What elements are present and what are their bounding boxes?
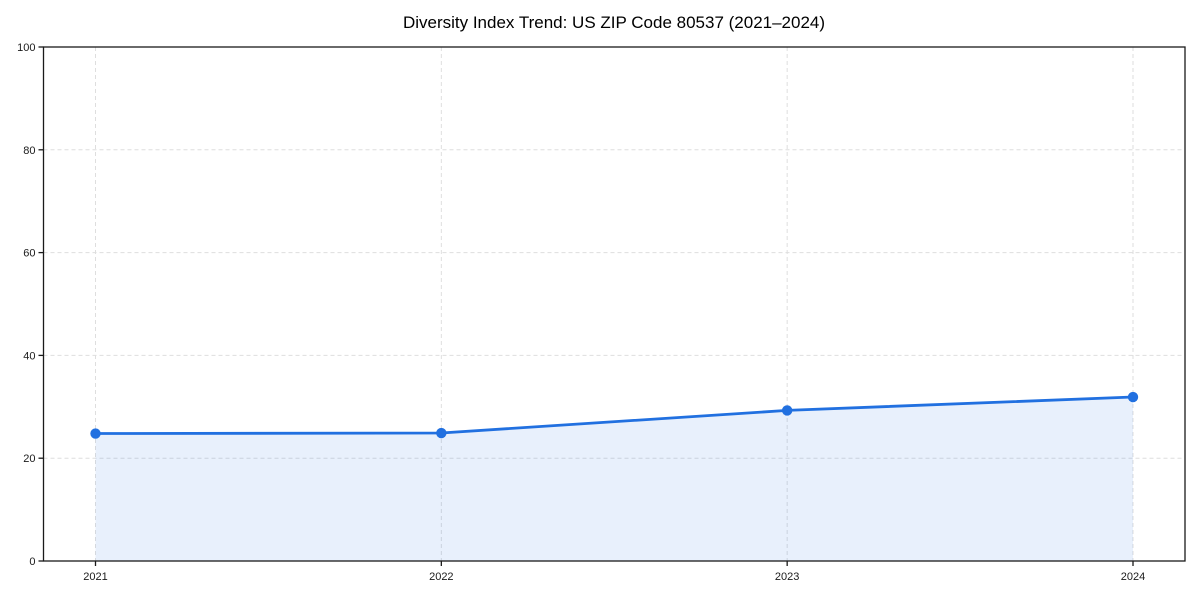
chart-title: Diversity Index Trend: US ZIP Code 80537… (402, 13, 826, 32)
trend-line (94, 395, 1135, 435)
x-tick-label: 2024 (1121, 571, 1145, 583)
y-tick-label: 100 (17, 42, 35, 54)
data-point-marker (1127, 391, 1139, 403)
y-tick-label: 20 (23, 453, 35, 465)
data-point-marker (436, 427, 447, 439)
plot-border (42, 46, 1186, 562)
area-fill (95, 397, 1133, 561)
y-tick-label: 40 (23, 350, 35, 362)
y-tick-label: 80 (23, 145, 35, 157)
y-tick-label: 60 (23, 248, 35, 260)
data-point-marker (90, 428, 101, 439)
y-tick-label: 0 (29, 556, 35, 568)
data-point-marker (781, 405, 793, 416)
x-tick-label: 2023 (775, 571, 799, 583)
x-tick-label: 2021 (83, 571, 107, 583)
x-tick-label: 2022 (429, 571, 453, 583)
